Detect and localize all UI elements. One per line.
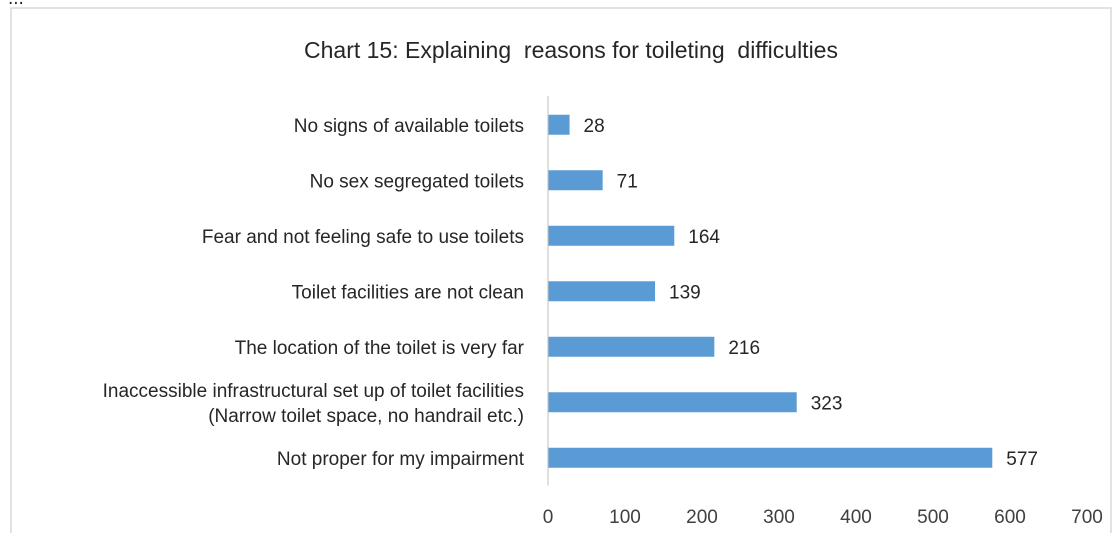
category-label: No signs of available toilets bbox=[294, 116, 524, 137]
page-header-fragment: ... bbox=[8, 0, 24, 9]
data-label: 28 bbox=[584, 116, 605, 137]
chart-title: Chart 15: Explaining reasons for toileti… bbox=[304, 37, 838, 63]
data-label: 139 bbox=[669, 282, 701, 303]
x-tick-label: 400 bbox=[840, 507, 872, 528]
category-label: Fear and not feeling safe to use toilets bbox=[202, 227, 524, 248]
x-tick-label: 200 bbox=[686, 507, 718, 528]
category-label: Not proper for my impairment bbox=[277, 449, 525, 470]
bar bbox=[548, 447, 993, 468]
category-label: (Narrow toilet space, no handrail etc.) bbox=[208, 406, 524, 427]
category-label: No sex segregated toilets bbox=[310, 171, 524, 192]
bar bbox=[548, 114, 570, 135]
x-tick-label: 500 bbox=[917, 507, 949, 528]
data-label: 164 bbox=[688, 227, 720, 248]
bars-group: No signs of available toilets 28 No sex se… bbox=[103, 114, 1038, 470]
chart-border bbox=[10, 7, 1112, 533]
x-tick-label: 600 bbox=[994, 507, 1026, 528]
axis-group: 0 100 200 300 400 500 600 700 bbox=[543, 96, 1103, 528]
data-label: 71 bbox=[617, 171, 638, 192]
category-label: Toilet facilities are not clean bbox=[292, 282, 524, 303]
bar bbox=[548, 225, 675, 246]
data-label: 577 bbox=[1006, 449, 1038, 470]
data-label: 216 bbox=[728, 338, 760, 359]
bar bbox=[548, 170, 603, 191]
x-tick-label: 300 bbox=[763, 507, 795, 528]
x-tick-label: 0 bbox=[543, 507, 554, 528]
bar bbox=[548, 281, 656, 302]
bar bbox=[548, 392, 797, 413]
x-tick-label: 100 bbox=[609, 507, 641, 528]
category-label: The location of the toilet is very far bbox=[235, 338, 525, 359]
bar bbox=[548, 336, 715, 357]
data-label: 323 bbox=[811, 393, 843, 414]
category-label: Inaccessible infrastructural set up of t… bbox=[103, 381, 524, 402]
x-tick-label: 700 bbox=[1071, 507, 1103, 528]
